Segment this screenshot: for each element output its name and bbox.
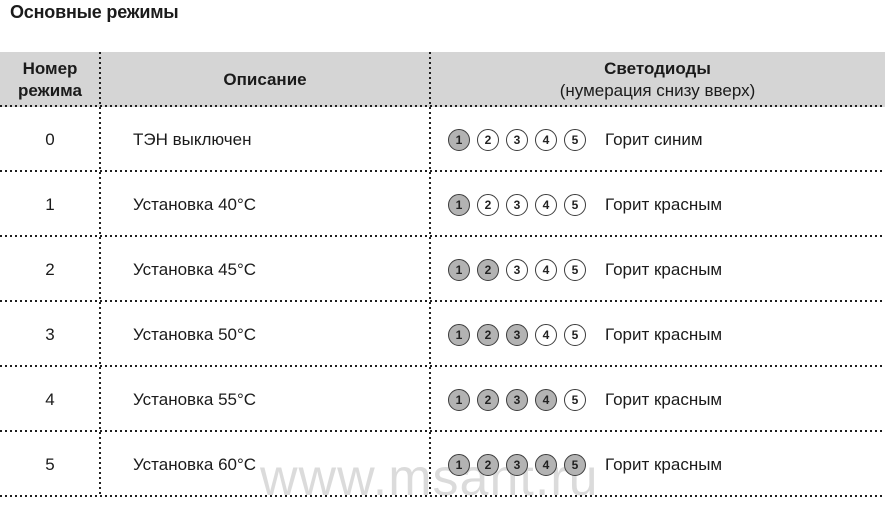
led-circle: 4: [535, 193, 557, 216]
led-circle: 1: [448, 258, 470, 281]
header-mode-number-line2: режима: [18, 80, 82, 100]
led-circle: 2: [477, 453, 499, 476]
led-circle: 2: [477, 388, 499, 411]
led-circle: 5: [564, 258, 586, 281]
led-circle: 4: [535, 453, 557, 476]
mode-number: 3: [45, 324, 55, 344]
led-circle: 1: [448, 128, 470, 151]
header-description: Описание: [223, 69, 307, 89]
led-status: Горит красным: [605, 389, 723, 409]
led-circle: 5: [564, 388, 586, 411]
mode-number: 2: [45, 259, 55, 279]
table-header-row: Номер режима Описание Светодиоды (нумера…: [0, 52, 885, 107]
mode-description: ТЭН выключен: [133, 129, 252, 149]
led-circle: 5: [564, 323, 586, 346]
mode-description: Установка 60°С: [133, 454, 257, 474]
led-circle: 1: [448, 453, 470, 476]
column-divider: [99, 52, 101, 497]
led-circle: 3: [506, 258, 528, 281]
mode-description: Установка 55°С: [133, 389, 257, 409]
led-status: Горит красным: [605, 259, 723, 279]
led-circle: 1: [448, 323, 470, 346]
header-leds: Светодиоды (нумерация снизу вверх): [430, 52, 885, 107]
led-circle: 3: [506, 128, 528, 151]
led-status: Горит синим: [605, 129, 703, 149]
led-circle: 3: [506, 323, 528, 346]
led-circle: 2: [477, 193, 499, 216]
mode-description: Установка 50°С: [133, 324, 257, 344]
led-circle: 5: [564, 193, 586, 216]
led-circle: 4: [535, 258, 557, 281]
led-status: Горит красным: [605, 194, 723, 214]
header-leds-subtitle: (нумерация снизу вверх): [559, 80, 756, 100]
led-circle: 2: [477, 258, 499, 281]
mode-number: 0: [45, 129, 55, 149]
led-status: Горит красным: [605, 324, 723, 344]
header-mode-number: Номер режима: [0, 52, 100, 107]
led-circle: 5: [564, 453, 586, 476]
mode-description: Установка 45°С: [133, 259, 257, 279]
led-circle: 4: [535, 323, 557, 346]
led-circle: 2: [477, 323, 499, 346]
led-circle: 3: [506, 193, 528, 216]
column-divider: [429, 52, 431, 497]
led-status: Горит красным: [605, 454, 723, 474]
led-circle: 4: [535, 128, 557, 151]
mode-number: 5: [45, 454, 55, 474]
page-title: Основные режимы: [10, 2, 179, 22]
led-circle: 3: [506, 388, 528, 411]
mode-description: Установка 40°С: [133, 194, 257, 214]
modes-table: Номер режима Описание Светодиоды (нумера…: [0, 52, 885, 497]
led-circle: 1: [448, 193, 470, 216]
led-circle: 2: [477, 128, 499, 151]
mode-number: 1: [45, 194, 55, 214]
led-circle: 1: [448, 388, 470, 411]
header-leds-title: Светодиоды: [604, 59, 711, 79]
led-circle: 4: [535, 388, 557, 411]
led-circle: 5: [564, 128, 586, 151]
header-mode-number-line1: Номер: [22, 59, 78, 79]
led-circle: 3: [506, 453, 528, 476]
mode-number: 4: [45, 389, 55, 409]
